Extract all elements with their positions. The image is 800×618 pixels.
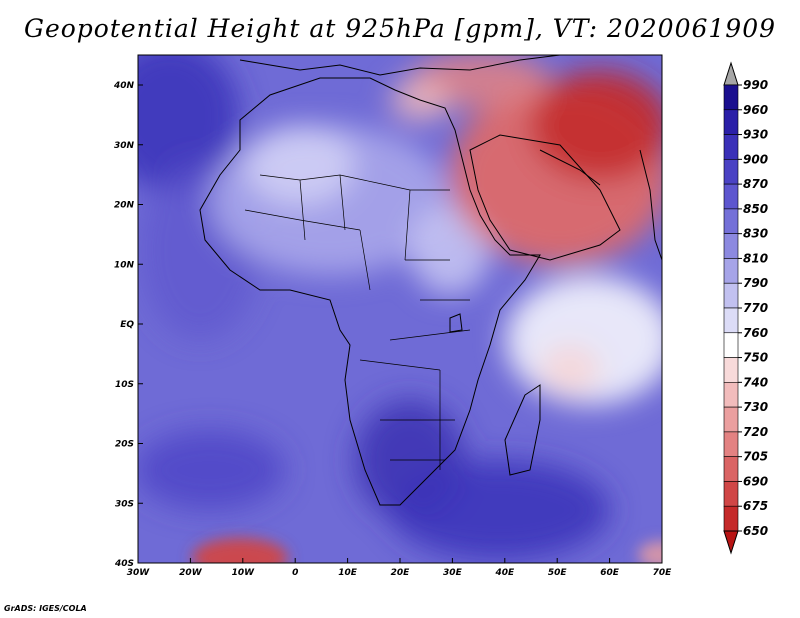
y-tick-label: 10N	[114, 260, 135, 270]
persian-gulf-coastline	[539, 149, 601, 186]
country-borders	[244, 174, 471, 470]
colorbar-under-triangle	[723, 530, 739, 555]
blob-indian-ocean-pink	[540, 345, 600, 395]
colorbar-segment	[723, 258, 739, 284]
x-tick-label: 10W	[232, 568, 256, 578]
colorbar-segment	[723, 382, 739, 408]
colorbar-label: 690	[743, 474, 768, 488]
madagascar-coastline	[504, 384, 541, 476]
y-tick-label: 20S	[115, 440, 134, 450]
colorbar-segment	[723, 431, 739, 457]
colorbar-segment	[723, 208, 739, 234]
x-tick-label: 10E	[338, 568, 358, 578]
colorbar-label: 850	[743, 202, 768, 216]
colorbar-segment	[723, 357, 739, 383]
colorbar-segment	[723, 456, 739, 482]
colorbar-segment	[723, 159, 739, 185]
y-tick-label: 40S	[114, 559, 134, 569]
plot-title: Geopotential Height at 925hPa [gpm], VT:…	[23, 14, 777, 43]
colorbar-label: 730	[743, 400, 768, 414]
colorbar-over-triangle	[723, 61, 739, 86]
colorbar-segment	[723, 134, 739, 160]
colorbar-label: 705	[743, 450, 768, 464]
india-coastline	[639, 149, 662, 261]
colorbar-label: 770	[743, 301, 768, 315]
y-tick-label: 30S	[115, 499, 134, 509]
x-tick-label: 40E	[494, 568, 515, 578]
colorbar-segment	[723, 84, 739, 111]
colorbar-label: 870	[743, 177, 768, 191]
coastlines	[199, 55, 662, 506]
colorbar-label: 740	[743, 375, 768, 389]
x-tick-label: 70E	[653, 568, 673, 578]
colorbar-label: 900	[743, 152, 768, 166]
x-tick-label: 60E	[600, 568, 620, 578]
colorbar-label: 650	[743, 524, 768, 538]
colorbar-segment	[723, 406, 739, 433]
colorbar: 990 960 930 900 870 850 830 810 790 770 760 750 740 7…	[723, 61, 768, 555]
y-tick-label: EQ	[120, 320, 134, 330]
blob-sahara-white	[245, 125, 355, 205]
blob-north-atlantic-low	[138, 55, 240, 190]
colorbar-segment	[723, 183, 739, 210]
y-axis: 40N 30N 20N 10N EQ 10S 20S 30S 40S	[113, 81, 143, 569]
colorbar-label: 810	[743, 251, 768, 265]
x-tick-label: 20W	[179, 568, 203, 578]
blob-southeast-pink	[638, 541, 662, 563]
blob-south-indian-dark	[390, 460, 610, 560]
y-tick-label: 30N	[114, 141, 135, 151]
colorbar-segment	[723, 307, 739, 334]
colorbar-label: 990	[743, 78, 768, 92]
colorbar-label: 930	[743, 128, 768, 142]
colorbar-label: 750	[743, 351, 768, 365]
africa-coastline	[199, 77, 541, 506]
colorbar-segment	[723, 332, 739, 358]
x-tick-label: 20E	[391, 568, 411, 578]
colorbar-label: 720	[743, 425, 768, 439]
geopotential-field	[138, 55, 662, 563]
y-tick-label: 10S	[115, 380, 134, 390]
colorbar-segment	[723, 109, 739, 135]
colorbar-segment	[723, 233, 739, 259]
colorbar-label: 675	[743, 499, 768, 513]
colorbar-label: 790	[743, 276, 768, 290]
x-tick-label: 0	[292, 568, 298, 578]
colorbar-segment	[723, 481, 739, 507]
europe-coastline	[239, 55, 561, 76]
blob-iran-dark-red	[530, 70, 662, 180]
colorbar-label: 760	[743, 326, 768, 340]
x-tick-label: 30W	[127, 568, 151, 578]
y-tick-label: 20N	[114, 201, 135, 211]
x-tick-label: 30E	[443, 568, 463, 578]
colorbar-label: 830	[743, 227, 768, 241]
colorbar-label: 960	[743, 103, 768, 117]
x-tick-label: 50E	[548, 568, 568, 578]
blob-south-atlantic-dark	[138, 430, 285, 510]
blob-southwest-red	[192, 538, 288, 563]
arabia-coastline	[469, 134, 621, 261]
lake-victoria	[449, 313, 463, 333]
grads-credit: GrADS: IGES/COLA	[4, 604, 87, 613]
colorbar-segment	[723, 282, 739, 309]
y-tick-label: 40N	[113, 81, 135, 91]
colorbar-segment	[723, 505, 739, 532]
x-axis: 30W 20W 10W 0 10E 20E 30E 40E 50E 60E 70E	[127, 558, 672, 578]
blob-ethiopia-light	[410, 205, 490, 295]
